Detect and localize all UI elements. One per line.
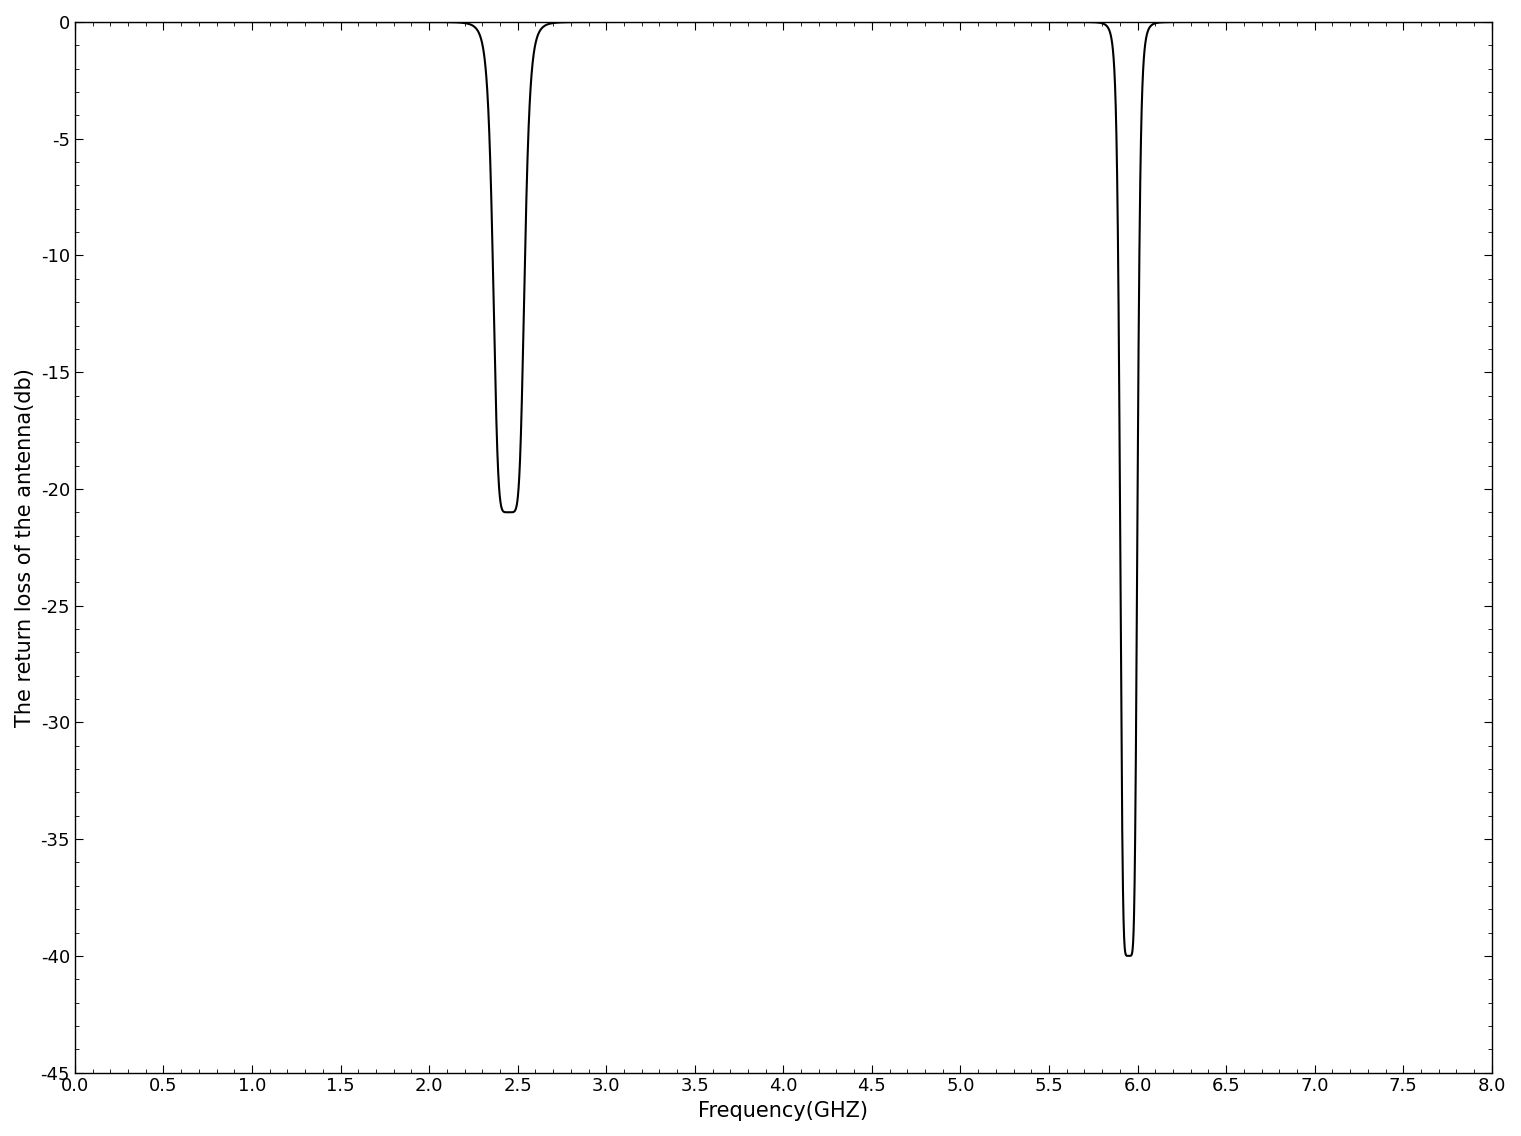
- X-axis label: Frequency(GHZ): Frequency(GHZ): [698, 1101, 868, 1121]
- Y-axis label: The return loss of the antenna(db): The return loss of the antenna(db): [15, 368, 35, 727]
